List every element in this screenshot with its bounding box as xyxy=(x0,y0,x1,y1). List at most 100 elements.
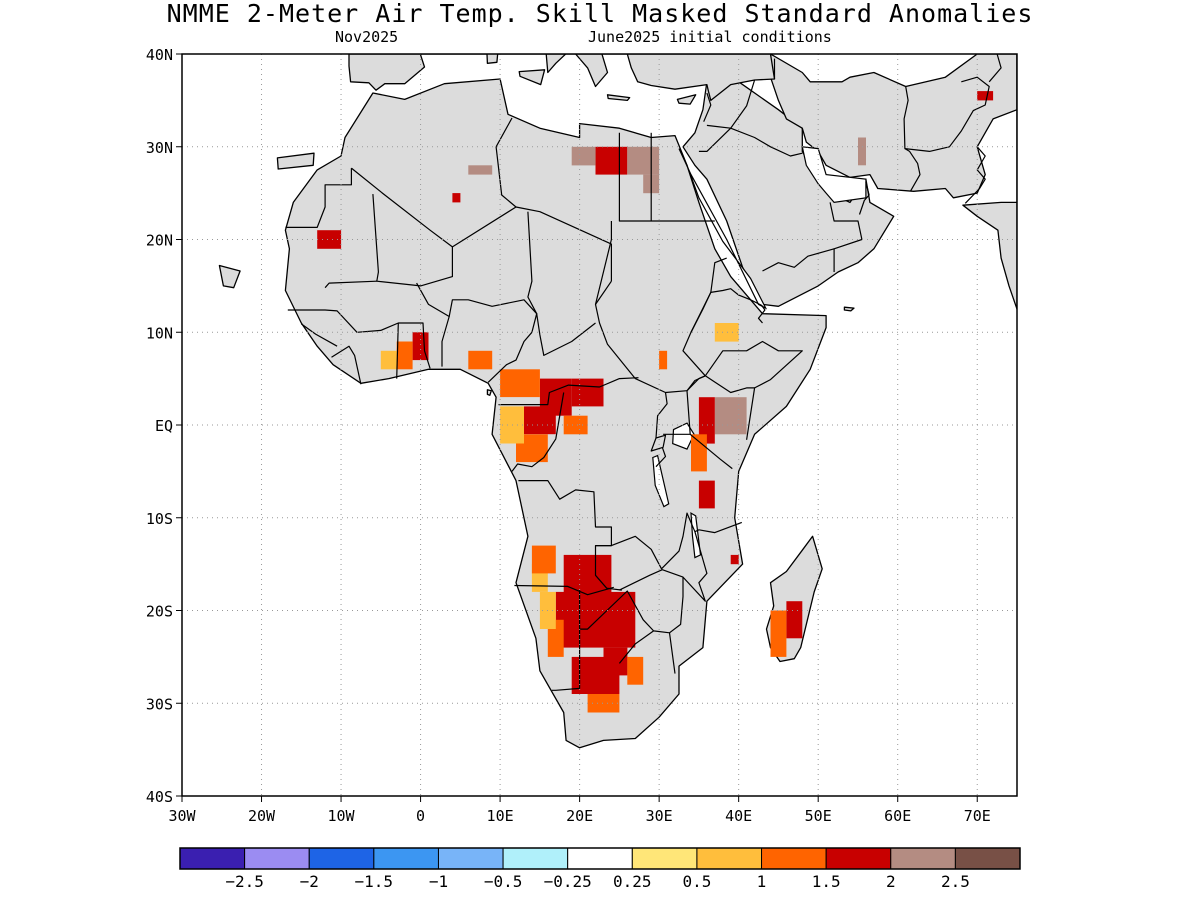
anomaly-madagascar-margin xyxy=(770,610,787,657)
border-line xyxy=(498,377,639,406)
colorbar-box xyxy=(696,847,763,870)
colorbar-box xyxy=(437,847,504,870)
border-line xyxy=(396,322,399,379)
anomaly-nigeria-patch xyxy=(468,350,493,370)
colorbar-box xyxy=(631,847,698,870)
lat-tick-label: 40S xyxy=(146,788,173,806)
colorbar-box xyxy=(567,847,633,870)
border-line xyxy=(300,323,338,347)
border-line xyxy=(694,521,743,534)
iran-asia-landmass xyxy=(769,54,1017,199)
lon-tick-label: 20W xyxy=(248,807,276,825)
anomaly-west-africa-outer xyxy=(380,350,397,370)
colorbar-label: 2.5 xyxy=(941,872,970,891)
colorbar: −2.5 −2 −1.5 −1 −0.5 −0.25 0.25 0.5 1 1.5 2 2.5 xyxy=(179,847,1021,891)
border-line xyxy=(703,92,712,122)
anomaly-mauritania-spot xyxy=(317,230,342,249)
lon-tick-label: 20E xyxy=(566,807,593,825)
sicily-landmass xyxy=(518,69,546,86)
lat-tick-label: 10N xyxy=(146,324,173,342)
anomaly-southern-africa-core xyxy=(603,647,628,676)
anomaly-west-africa-margin xyxy=(396,341,413,370)
border-line xyxy=(595,280,612,305)
lon-tick-label: 0 xyxy=(416,807,425,825)
anomaly-congo-basin-core xyxy=(524,406,556,435)
border-line xyxy=(324,280,377,289)
border-line xyxy=(655,447,667,468)
colorbar-label: −1 xyxy=(429,872,448,891)
anomaly-angola-coast xyxy=(531,545,556,574)
border-line xyxy=(331,345,362,385)
bioko-island xyxy=(486,389,492,396)
border-line xyxy=(452,206,613,282)
border-line xyxy=(618,630,654,664)
anomaly-iran-spot xyxy=(858,137,866,166)
anomaly-west-africa-ghana xyxy=(412,332,429,361)
country-borders xyxy=(285,54,1002,691)
border-line xyxy=(285,168,352,228)
anomaly-southern-africa-core xyxy=(555,591,636,648)
border-line xyxy=(762,248,835,272)
lon-tick-label: 60E xyxy=(884,807,911,825)
lat-tick-label: 10S xyxy=(146,510,173,528)
anomaly-libya-egypt-brown xyxy=(627,146,660,175)
border-line xyxy=(448,299,538,383)
india-landmass xyxy=(962,54,1017,310)
border-line xyxy=(416,282,450,367)
anomaly-sudan-spot xyxy=(659,350,668,370)
border-line xyxy=(988,54,1002,83)
colorbar-label: −2.5 xyxy=(225,872,264,891)
colorbar-label: −2 xyxy=(300,872,319,891)
anomaly-southern-africa-margin xyxy=(547,619,564,657)
anomaly-ethiopia-patch xyxy=(714,323,739,342)
initial-conditions: June2025 initial conditions xyxy=(588,28,832,46)
cape-verde-islands xyxy=(218,264,241,289)
anomaly-congo-basin-margin xyxy=(500,369,540,398)
anomaly-southern-africa-margin xyxy=(627,656,644,685)
border-line xyxy=(511,392,565,472)
border-line xyxy=(706,79,756,129)
crete-landmass xyxy=(606,94,631,102)
border-line xyxy=(351,167,453,287)
border-line xyxy=(698,127,803,157)
border-line xyxy=(618,132,715,222)
colorbar-label: 2 xyxy=(886,872,896,891)
border-line xyxy=(495,146,517,208)
red-sea-water xyxy=(678,148,768,310)
border-line xyxy=(663,433,733,470)
border-line xyxy=(595,512,708,602)
lake-tanganyika xyxy=(652,454,670,508)
lat-tick-label: EQ xyxy=(155,417,173,435)
sri-lanka-landmass xyxy=(1055,332,1071,369)
anomaly-libya-egypt-brown xyxy=(571,146,596,166)
colorbar-box xyxy=(890,847,956,870)
colorbar-box xyxy=(244,847,310,870)
lat-tick-label: 20S xyxy=(146,603,173,621)
border-line xyxy=(829,202,863,272)
anomaly-algeria-spot xyxy=(452,193,461,203)
colorbar-box xyxy=(308,847,375,870)
lat-tick-label: 30S xyxy=(146,695,173,713)
anomaly-madagascar-core xyxy=(786,601,803,639)
socotra-island xyxy=(843,306,855,312)
colorbar-box xyxy=(954,847,1021,870)
lon-tick-label: 30W xyxy=(168,807,196,825)
anomaly-east-africa-kenya xyxy=(714,397,747,435)
border-line xyxy=(858,181,870,215)
border-line xyxy=(650,434,667,452)
border-line xyxy=(527,211,596,356)
anomaly-southern-africa-margin xyxy=(587,694,620,713)
colorbar-box xyxy=(502,847,569,870)
lon-tick-label: 50E xyxy=(805,807,832,825)
anomaly-congo-basin-margin xyxy=(563,415,588,435)
border-line xyxy=(903,86,921,192)
colorbar-label: −1.5 xyxy=(355,872,394,891)
lon-tick-label: 40E xyxy=(725,807,752,825)
anomaly-east-africa-orange xyxy=(691,434,707,472)
europe-landmass xyxy=(348,54,772,91)
colorbar-label: −0.25 xyxy=(544,872,592,891)
lon-tick-label: 30E xyxy=(646,807,673,825)
lat-tick-label: 20N xyxy=(146,232,173,250)
anomaly-east-africa-margin xyxy=(698,397,715,444)
lon-tick-label: 10W xyxy=(328,807,356,825)
